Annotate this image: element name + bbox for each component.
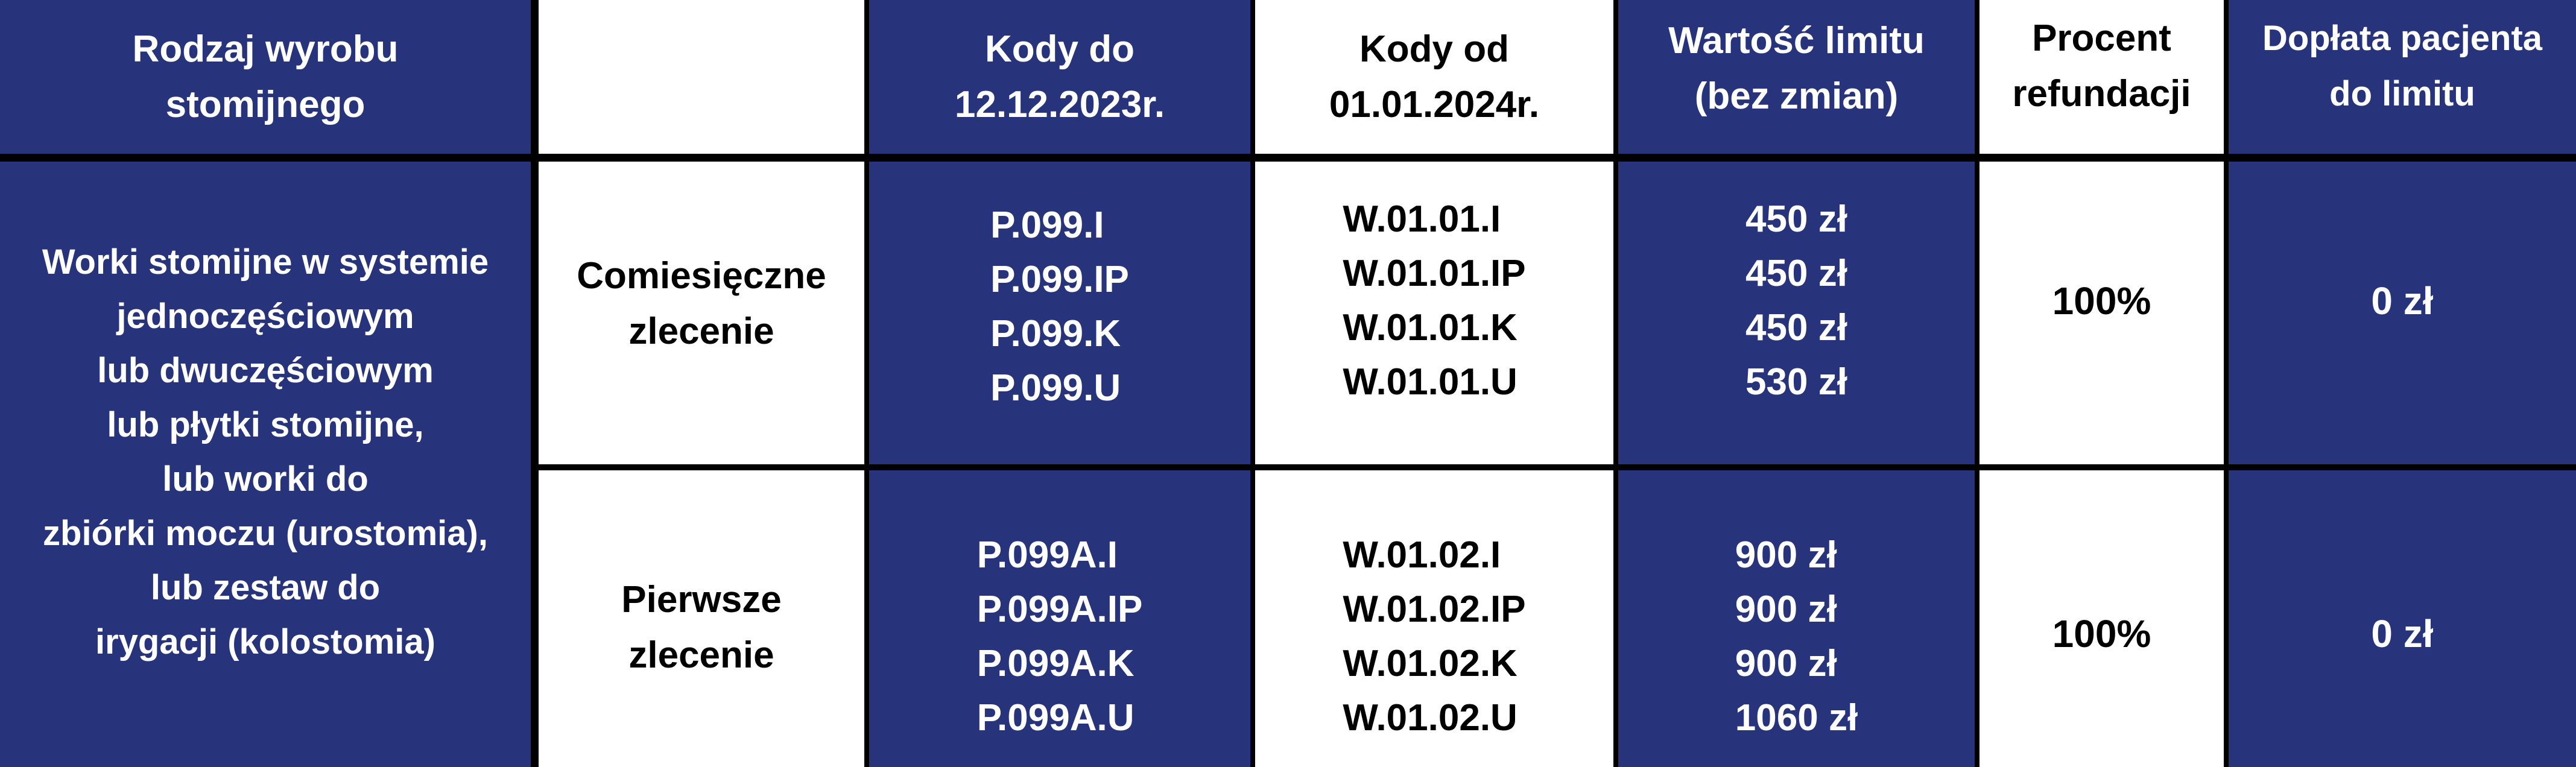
- header-line: Kody od: [1359, 28, 1509, 70]
- header-patient-copay: Dopłata pacjenta do limitu: [2229, 0, 2576, 154]
- column-divider: [1613, 0, 1618, 767]
- code-old: P.099A.K: [976, 643, 1135, 684]
- code-new: W.01.01.K: [1343, 307, 1517, 349]
- code-old: P.099.K: [990, 313, 1121, 355]
- column-divider: [1250, 0, 1255, 767]
- header-order-type: [539, 0, 864, 154]
- row1-patient-copay: 0 zł: [2229, 162, 2576, 464]
- code-new: W.01.01.IP: [1343, 253, 1526, 294]
- patient-copay-value: 0 zł: [2371, 612, 2434, 655]
- header-line: (bez zmian): [1694, 75, 1899, 117]
- header-limit-value: Wartość limitu (bez zmian): [1618, 0, 1975, 154]
- code-old: P.099A.IP: [976, 589, 1143, 630]
- header-line: stomijnego: [165, 83, 366, 125]
- code-old: P.099.IP: [990, 259, 1129, 300]
- limit-value: 450 zł: [1745, 198, 1847, 240]
- row1-codes-new: W.01.01.I W.01.01.IP W.01.01.K W.01.01.U: [1255, 162, 1613, 464]
- limit-value: 900 zł: [1735, 589, 1837, 630]
- row-divider: [531, 464, 2576, 470]
- code-old: P.099.I: [990, 204, 1104, 246]
- header-line: Wartość limitu: [1668, 20, 1925, 62]
- column-divider: [2224, 0, 2229, 767]
- row2-order-type: Pierwsze zlecenie: [539, 470, 864, 767]
- description-line: lub dwuczęściowym: [97, 351, 434, 390]
- order-type-line: zlecenie: [628, 634, 774, 676]
- limit-value: 450 zł: [1745, 307, 1847, 349]
- column-divider: [1975, 0, 1979, 767]
- refund-percent-value: 100%: [2052, 279, 2151, 323]
- header-line: refundacji: [2012, 73, 2191, 115]
- header-line: do limitu: [2329, 74, 2475, 113]
- header-codes-new: Kody od 01.01.2024r.: [1255, 0, 1613, 154]
- description-line: irygacji (kolostomia): [95, 622, 435, 661]
- order-type-line: Pierwsze: [621, 579, 782, 620]
- row2-patient-copay: 0 zł: [2229, 470, 2576, 767]
- description-line: zbiórki moczu (urostomia),: [43, 514, 488, 553]
- code-new: W.01.02.U: [1343, 697, 1517, 739]
- description-line: lub płytki stomijne,: [107, 405, 424, 444]
- description-line: lub zestaw do: [150, 568, 381, 607]
- description-line: lub worki do: [162, 459, 369, 499]
- row1-order-type: Comiesięczne zlecenie: [539, 162, 864, 464]
- code-old: P.099.U: [990, 367, 1121, 409]
- header-line: Procent: [2032, 17, 2171, 59]
- header-divider: [0, 154, 2576, 162]
- row1-limits: 450 zł 450 zł 450 zł 530 zł: [1618, 162, 1975, 464]
- code-new: W.01.01.I: [1343, 198, 1501, 240]
- code-old: P.099A.U: [976, 697, 1135, 739]
- limit-value: 900 zł: [1735, 534, 1837, 576]
- header-line: 12.12.2023r.: [954, 83, 1165, 125]
- header-refund-percent: Procent refundacji: [1979, 0, 2224, 154]
- limit-value: 530 zł: [1745, 361, 1847, 403]
- header-codes-old: Kody do 12.12.2023r.: [869, 0, 1250, 154]
- header-line: Rodzaj wyrobu: [132, 28, 399, 70]
- code-old: P.099A.I: [976, 534, 1118, 576]
- column-divider: [864, 0, 869, 767]
- code-new: W.01.02.K: [1343, 643, 1517, 684]
- order-type-line: Comiesięczne: [577, 255, 826, 297]
- row1-codes-old: P.099.I P.099.IP P.099.K P.099.U: [869, 162, 1250, 464]
- row2-refund-percent: 100%: [1979, 470, 2224, 767]
- header-line: Dopłata pacjenta: [2262, 19, 2543, 58]
- column-divider: [531, 0, 539, 767]
- product-description: Worki stomijne w systemie jednoczęściowy…: [0, 162, 531, 767]
- limit-value: 450 zł: [1745, 253, 1847, 294]
- header-line: Kody do: [985, 28, 1135, 70]
- row1-refund-percent: 100%: [1979, 162, 2224, 464]
- row2-codes-old: P.099A.I P.099A.IP P.099A.K P.099A.U: [869, 470, 1250, 767]
- header-product-type: Rodzaj wyrobu stomijnego: [0, 0, 531, 154]
- header-line: 01.01.2024r.: [1329, 83, 1540, 125]
- description-line: jednoczęściowym: [116, 297, 414, 336]
- order-type-line: zlecenie: [628, 311, 774, 352]
- row2-codes-new: W.01.02.I W.01.02.IP W.01.02.K W.01.02.U: [1255, 470, 1613, 767]
- patient-copay-value: 0 zł: [2371, 279, 2434, 323]
- row2-limits: 900 zł 900 zł 900 zł 1060 zł: [1618, 470, 1975, 767]
- description-line: Worki stomijne w systemie: [42, 242, 489, 282]
- code-new: W.01.02.I: [1343, 534, 1501, 576]
- code-new: W.01.01.U: [1343, 361, 1517, 403]
- limit-value: 1060 zł: [1735, 697, 1858, 739]
- limit-value: 900 zł: [1735, 643, 1837, 684]
- code-new: W.01.02.IP: [1343, 589, 1526, 630]
- refund-percent-value: 100%: [2052, 612, 2151, 655]
